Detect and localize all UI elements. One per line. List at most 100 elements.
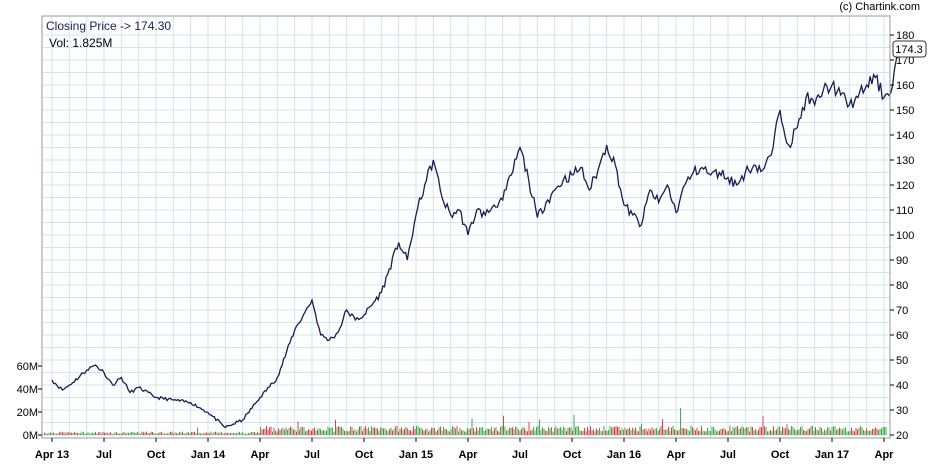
volume-bar bbox=[545, 430, 546, 435]
volume-bar bbox=[855, 428, 857, 435]
price-tick-label: 80 bbox=[896, 280, 908, 292]
volume-bar bbox=[759, 427, 761, 435]
volume-bar bbox=[594, 431, 596, 435]
volume-bar bbox=[546, 430, 548, 435]
volume-bar bbox=[264, 428, 266, 435]
volume-bar bbox=[722, 428, 723, 435]
volume-bar bbox=[879, 428, 881, 435]
volume-bar bbox=[671, 427, 672, 435]
volume-bar bbox=[242, 432, 243, 435]
volume-bar bbox=[795, 430, 797, 435]
volume-bar bbox=[329, 428, 330, 435]
volume-bar bbox=[392, 430, 393, 435]
volume-bar bbox=[173, 433, 174, 435]
volume-bar bbox=[686, 428, 687, 435]
volume-bar bbox=[113, 433, 114, 435]
volume-bar bbox=[729, 426, 731, 435]
volume-bar bbox=[269, 427, 270, 435]
volume-bar bbox=[782, 426, 783, 435]
volume-bar bbox=[227, 433, 228, 435]
volume-bar bbox=[857, 429, 858, 435]
volume-bar bbox=[885, 427, 887, 435]
volume-bar bbox=[582, 430, 584, 435]
volume-bar bbox=[302, 426, 303, 435]
volume-bar bbox=[711, 426, 713, 435]
volume-bar bbox=[236, 433, 237, 435]
volume-bar bbox=[870, 430, 872, 435]
volume-bar bbox=[564, 427, 566, 435]
volume-bar bbox=[75, 432, 77, 435]
volume-bar bbox=[617, 426, 618, 435]
volume-bar bbox=[399, 428, 401, 435]
volume-bar bbox=[375, 428, 377, 435]
volume-bar bbox=[882, 426, 884, 435]
volume-bar bbox=[719, 430, 720, 435]
volume-bar bbox=[818, 430, 819, 435]
volume-bar bbox=[240, 432, 242, 435]
volume-bar bbox=[177, 433, 179, 435]
volume-bar bbox=[377, 428, 378, 435]
volume-bar bbox=[62, 432, 63, 435]
volume-bar bbox=[449, 431, 450, 435]
volume-bar bbox=[579, 430, 581, 435]
volume-bar bbox=[765, 427, 767, 435]
volume-bar bbox=[371, 426, 372, 435]
volume-bar bbox=[95, 431, 96, 435]
volume-bar bbox=[384, 428, 386, 435]
volume-bar bbox=[498, 431, 500, 435]
volume-bar bbox=[215, 431, 216, 435]
volume-bar bbox=[222, 433, 224, 435]
volume-bar bbox=[581, 430, 582, 435]
volume-bar bbox=[308, 429, 309, 435]
volume-bar bbox=[369, 431, 371, 435]
volume-bar bbox=[662, 419, 663, 435]
volume-tick-label: 40M bbox=[17, 384, 38, 396]
volume-bar bbox=[266, 425, 267, 435]
volume-bar bbox=[713, 427, 714, 435]
volume-bar bbox=[629, 427, 630, 435]
volume-bar bbox=[483, 431, 485, 435]
volume-bar bbox=[326, 430, 327, 435]
volume-bar bbox=[578, 426, 579, 435]
volume-bar bbox=[393, 428, 395, 435]
volume-bar bbox=[333, 431, 335, 435]
price-tick-label: 90 bbox=[896, 255, 908, 267]
volume-bar bbox=[726, 431, 728, 435]
volume-bar bbox=[420, 427, 422, 435]
volume-bar bbox=[72, 432, 74, 435]
volume-bar bbox=[585, 431, 587, 435]
volume-bar bbox=[287, 429, 288, 435]
volume-bar bbox=[468, 429, 470, 435]
time-tick-label: Oct bbox=[563, 449, 582, 461]
volume-bar bbox=[587, 427, 588, 435]
volume-bar bbox=[770, 430, 771, 435]
time-axis: Apr 13 Jul Oct Jan 14 Apr Jul Oct Jan 15 Apr Jul O… bbox=[35, 438, 894, 461]
volume-bar bbox=[654, 428, 656, 435]
volume-bar bbox=[194, 431, 195, 435]
volume-bar bbox=[476, 427, 477, 435]
volume-bar bbox=[309, 430, 311, 435]
volume-bar bbox=[231, 433, 233, 435]
volume-label: Vol: 1.825M bbox=[49, 36, 112, 50]
volume-bar bbox=[453, 426, 455, 435]
volume-bar bbox=[837, 429, 839, 435]
volume-bar bbox=[107, 433, 108, 435]
volume-bar bbox=[306, 430, 308, 435]
volume-bar bbox=[851, 427, 852, 435]
volume-bar bbox=[158, 433, 159, 435]
volume-bar bbox=[138, 432, 140, 435]
volume-bar bbox=[372, 427, 374, 435]
volume-bar bbox=[584, 428, 585, 435]
volume-bar bbox=[192, 431, 194, 435]
volume-bar bbox=[168, 432, 170, 435]
volume-bar bbox=[381, 427, 383, 435]
volume-bar bbox=[807, 429, 809, 435]
volume-bar bbox=[330, 427, 332, 435]
volume-bar bbox=[552, 431, 554, 435]
volume-bar bbox=[717, 430, 719, 435]
volume-bar bbox=[77, 432, 78, 435]
volume-bar bbox=[683, 428, 684, 435]
price-tick-label: 70 bbox=[896, 305, 908, 317]
volume-bar bbox=[536, 427, 537, 435]
volume-bar bbox=[443, 426, 444, 435]
